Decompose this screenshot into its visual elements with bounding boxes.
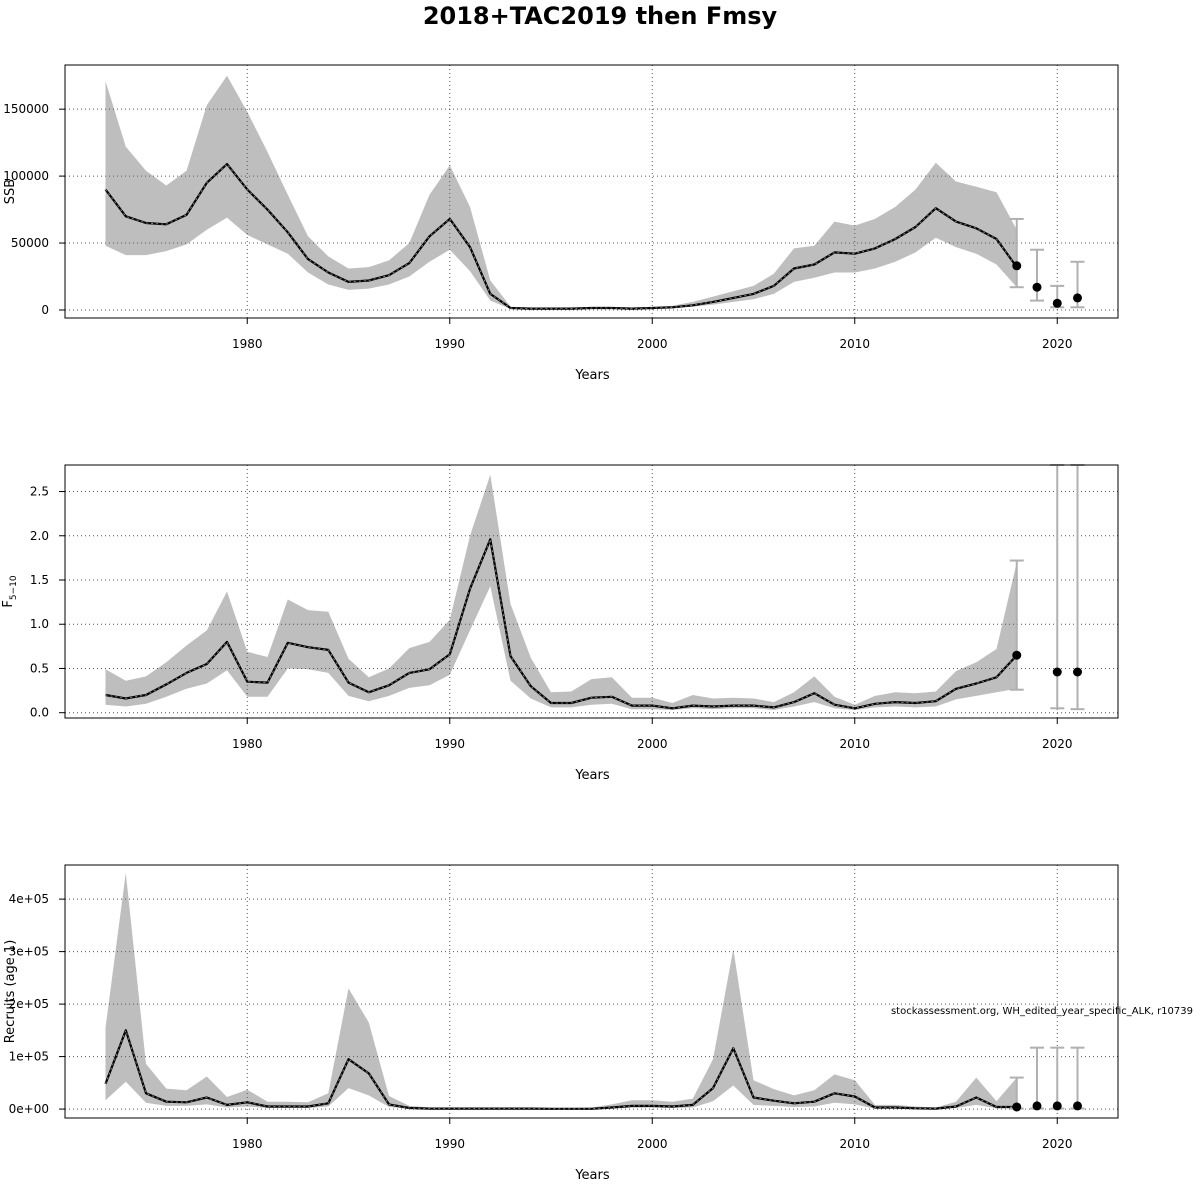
recruits-xtick-label-2000: 2000: [637, 1137, 668, 1151]
recruits-projection-point-2018: [1012, 1102, 1022, 1112]
f-ytick-label-2: 1.0: [30, 617, 49, 631]
fishing-mortality-panel: 1980 1990 2000 2010 2020 0.0 0.5 1.0 1.5 2.0 2.5 Ye…: [1, 464, 1119, 783]
f-projection-point-2018: [1012, 650, 1022, 660]
ssb-y-axis-label: SSB: [3, 179, 18, 204]
recruits-xtick-label-2010: 2010: [839, 1137, 870, 1151]
ssb-panel: 1980 1990 2000 2010 2020 0 50000 100000 150000 Ye…: [3, 64, 1119, 383]
figure-title: 2018+TAC2019 then Fmsy: [423, 2, 778, 30]
f-xtick-label-1990: 1990: [434, 737, 465, 751]
recruits-confidence-band: [105, 872, 1017, 1109]
recruits-ytick-label-3: 3e+05: [9, 945, 49, 959]
recruits-projection-point-2020: [1052, 1101, 1062, 1111]
ssb-ytick-label-3: 150000: [3, 102, 49, 116]
recruits-estimate-line: [104, 1029, 1017, 1110]
f-xtick-label-2010: 2010: [839, 737, 870, 751]
f-ytick-label-5: 2.5: [30, 485, 49, 499]
f-plot-frame: [64, 464, 1119, 719]
recruits-ytick-label-1: 1e+05: [9, 1050, 49, 1064]
recruits-ytick-label-0: 0e+00: [9, 1102, 49, 1116]
f-xtick-label-2020: 2020: [1042, 737, 1073, 751]
ssb-x-axis-label: Years: [574, 368, 610, 383]
f-projection-point-2020: [1052, 667, 1062, 677]
f-estimate-line-dash: [105, 537, 1018, 709]
recruits-y-axis-label: Recruits (age 1): [3, 940, 18, 1044]
ssb-projection-point-2019: [1032, 282, 1042, 292]
ssb-xtick-label-1980: 1980: [232, 337, 263, 351]
recruits-xtick-label-1980: 1980: [232, 1137, 263, 1151]
recruits-xtick-label-2020: 2020: [1042, 1137, 1073, 1151]
ssb-projection-point-2021: [1073, 293, 1082, 303]
f-projection-point-2021: [1073, 667, 1082, 677]
credit-text: stockassessment.org, WH_edited_year_spec…: [891, 1006, 1193, 1017]
f-y-axis-label-subscript: 5−10: [9, 575, 19, 600]
recruits-ytick-label-4: 4e+05: [9, 892, 49, 906]
ssb-estimate-line-dash: [105, 163, 1018, 310]
ssb-ytick-label-1: 50000: [11, 236, 49, 250]
recruits-projection-point-2019: [1032, 1101, 1042, 1111]
ssb-xtick-label-2020: 2020: [1042, 337, 1073, 351]
f-confidence-band: [105, 474, 1017, 710]
f-y-axis-label: F5−10: [1, 575, 19, 607]
f-ytick-label-0: 0.0: [30, 706, 49, 720]
recruits-x-axis-label: Years: [574, 1168, 610, 1183]
f-ytick-label-3: 1.5: [30, 573, 49, 587]
f-ytick-label-1: 0.5: [30, 661, 49, 675]
recruits-projection-point-2021: [1073, 1101, 1082, 1111]
ssb-ytick-label-2: 100000: [3, 169, 49, 183]
ssb-confidence-band: [105, 75, 1017, 310]
ssb-projection-point-2018: [1012, 261, 1022, 271]
ssb-xtick-label-2010: 2010: [839, 337, 870, 351]
ssb-projection-point-2020: [1052, 298, 1062, 308]
recruits-ytick-label-2: 2e+05: [9, 997, 49, 1011]
recruitment-panel: 1980 1990 2000 2010 2020 0e+00 1e+05 2e+05 3e+05…: [3, 864, 1119, 1183]
f-ytick-label-4: 2.0: [30, 529, 49, 543]
f-xtick-label-1980: 1980: [232, 737, 263, 751]
ssb-xtick-label-1990: 1990: [434, 337, 465, 351]
f-x-axis-label: Years: [574, 768, 610, 783]
f-xtick-label-2000: 2000: [637, 737, 668, 751]
ssb-xtick-label-2000: 2000: [637, 337, 668, 351]
f-y-axis-label-main: F: [1, 600, 16, 607]
recruits-xtick-label-1990: 1990: [434, 1137, 465, 1151]
ssb-plot-frame: [64, 64, 1119, 319]
recruits-plot-frame: [64, 864, 1119, 1119]
ssb-ytick-label-0: 0: [41, 303, 49, 317]
